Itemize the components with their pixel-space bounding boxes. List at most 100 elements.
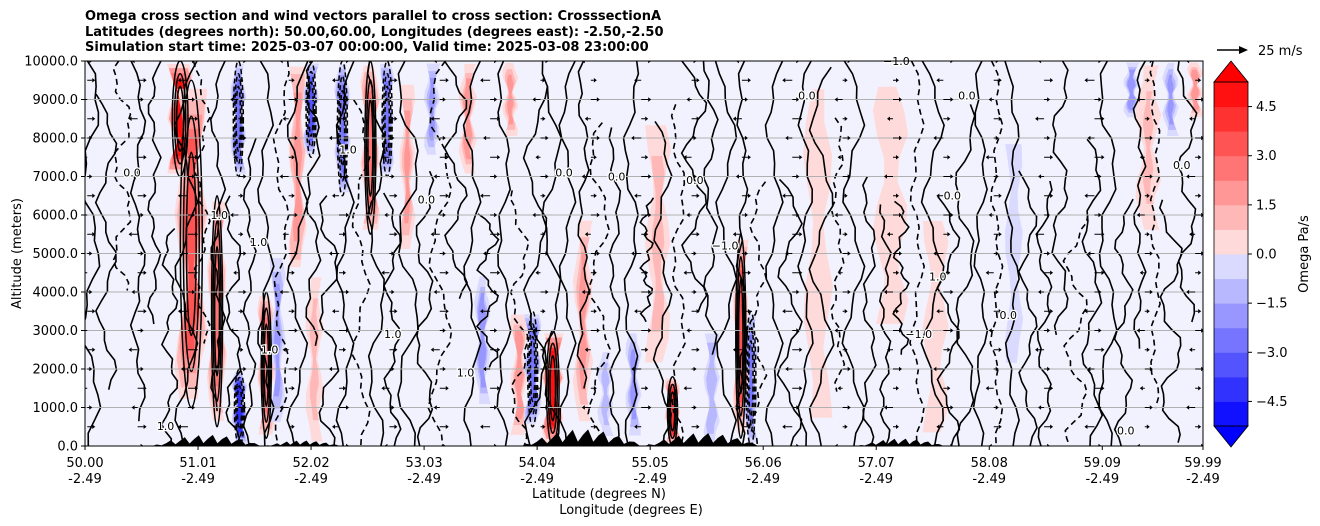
contour-line	[160, 228, 179, 446]
wind-vector	[691, 405, 697, 410]
wind-vector-head	[1047, 251, 1051, 256]
wind-vector	[137, 443, 144, 446]
wind-vector-head	[593, 386, 597, 391]
wind-vector-head	[332, 78, 336, 83]
wind-vector	[483, 366, 491, 372]
wind-vector	[893, 135, 903, 141]
wind-vector	[187, 212, 195, 218]
wind-vector	[842, 135, 851, 141]
wind-vector	[686, 97, 692, 102]
wind-vector	[288, 155, 295, 160]
wind-vector	[137, 328, 144, 333]
terrain-profile	[521, 429, 645, 446]
wind-vector	[1044, 155, 1054, 160]
wind-vector	[691, 289, 697, 295]
wind-vector-head	[844, 193, 848, 198]
wind-vector	[792, 116, 803, 121]
wind-vector	[887, 116, 894, 121]
colorbar-segment	[1214, 131, 1248, 157]
wind-vector-head	[1186, 61, 1190, 64]
x-tick-label-lon: -2.49	[68, 472, 102, 487]
wind-vector	[490, 61, 498, 64]
wind-vector-head	[92, 78, 96, 83]
wind-vector-head	[240, 347, 244, 352]
wind-vector	[128, 116, 138, 121]
wind-vector-head	[394, 424, 398, 429]
wind-vector-head	[394, 193, 398, 198]
wind-vector	[288, 424, 295, 429]
wind-vector-head	[1038, 289, 1042, 295]
title-line-3: Simulation start time: 2025-03-07 00:00:…	[85, 40, 649, 55]
wind-vector	[490, 116, 501, 121]
wind-vector-head	[933, 135, 937, 141]
wind-vector	[238, 61, 247, 64]
wind-vector-head	[844, 347, 848, 352]
wind-vector-head	[896, 270, 900, 275]
wind-vector	[1038, 174, 1045, 179]
wind-vector-head	[480, 309, 484, 314]
wind-vector-head	[143, 386, 147, 391]
wind-vector	[532, 443, 541, 446]
wind-vector	[993, 347, 1002, 352]
wind-vector-head	[279, 61, 283, 64]
contour-line	[318, 195, 340, 446]
contour-label: 1.0	[457, 367, 475, 380]
wind-vector-head	[291, 270, 295, 275]
wind-vector	[741, 443, 748, 446]
contour-line	[608, 127, 622, 446]
wind-vector-head	[645, 386, 649, 391]
wind-vector	[732, 347, 742, 352]
wind-vector	[993, 289, 999, 295]
wind-vector-head	[1198, 270, 1202, 275]
wind-vector-head	[92, 424, 96, 429]
wind-vector	[87, 289, 93, 295]
wind-vector	[1144, 366, 1153, 372]
wind-vector	[180, 135, 188, 141]
wind-vector	[279, 405, 289, 410]
colorbar-segment	[1214, 401, 1248, 427]
wind-vector	[943, 386, 951, 391]
wind-vector	[893, 251, 903, 256]
wind-vector-head	[329, 251, 333, 256]
wind-vector-head	[995, 135, 999, 141]
wind-vector	[943, 212, 954, 218]
wind-vector-head	[950, 328, 954, 333]
contour-line	[808, 66, 835, 446]
wind-vector	[339, 61, 350, 64]
wind-vector-head	[332, 309, 336, 314]
wind-vector-head	[747, 309, 751, 314]
wind-vector-head	[343, 347, 347, 352]
wind-vector	[837, 270, 843, 275]
contour-line	[748, 181, 768, 446]
wind-vector	[439, 212, 446, 218]
wind-vector-head	[631, 251, 635, 256]
wind-vector	[691, 135, 697, 141]
wind-vector-head	[1047, 366, 1051, 372]
wind-vector-head	[1139, 386, 1143, 391]
wind-vector	[686, 328, 692, 333]
wind-vector	[483, 135, 491, 141]
wind-vector	[741, 97, 748, 102]
colorbar-label: Omega Pa/s	[1297, 215, 1312, 293]
wind-vector-head	[847, 135, 851, 141]
wind-vector-head	[243, 251, 247, 256]
wind-vector-head	[947, 232, 951, 237]
wind-vector-head	[596, 251, 600, 256]
wind-vector-head	[785, 135, 789, 141]
wind-vector-head	[92, 193, 96, 198]
wind-vector	[641, 270, 649, 275]
wind-vector	[282, 347, 289, 352]
wind-vector	[691, 193, 700, 198]
wind-vector-head	[291, 193, 295, 198]
wind-vector-head	[494, 212, 498, 218]
wind-vector	[936, 424, 944, 429]
wind-vector-head	[535, 270, 539, 275]
x-tick-label-lat: 51.01	[179, 456, 216, 471]
wind-vector	[641, 232, 649, 237]
wind-vector	[631, 135, 642, 141]
wind-vector-head	[693, 61, 697, 64]
wind-vector	[1186, 289, 1196, 295]
wind-vector-head	[442, 443, 446, 446]
wind-vector-head	[782, 78, 786, 83]
wind-vector	[634, 309, 642, 314]
